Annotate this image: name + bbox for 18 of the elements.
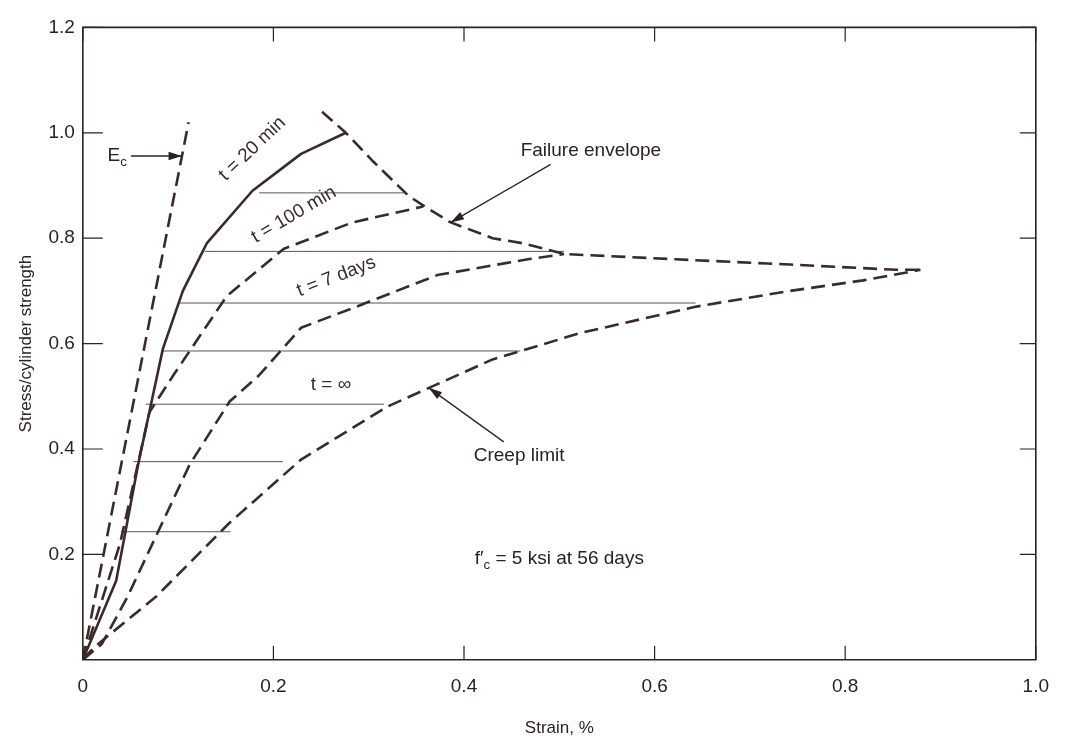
y-tick-label: 0.6	[48, 331, 75, 353]
annotation: Failure envelope	[520, 138, 662, 160]
y-tick-label: 1.0	[48, 121, 75, 143]
x-tick-label: 0.2	[260, 675, 287, 697]
y-tick-label: 0.4	[48, 437, 76, 459]
series-label: t = ∞	[310, 372, 352, 394]
x-tick-label: 1.0	[1022, 675, 1049, 697]
y-tick-label: 1.2	[48, 15, 75, 37]
x-tick-label: 0.8	[831, 675, 859, 697]
x-tick-label: 0	[77, 675, 89, 697]
annotation: Creep limit	[473, 444, 566, 466]
y-tick-label: 0.2	[48, 542, 75, 564]
x-axis-title: Strain, %	[524, 718, 594, 738]
y-tick-label: 0.8	[48, 226, 75, 248]
x-tick-label: 0.4	[450, 675, 478, 697]
x-tick-label: 0.6	[641, 675, 668, 697]
y-axis-title: Stress/cylinder strength	[15, 254, 35, 433]
text: t = 7 days	[293, 250, 379, 301]
